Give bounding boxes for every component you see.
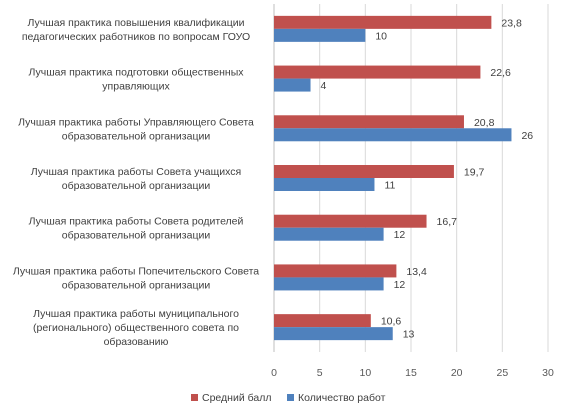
x-tick-label: 10 xyxy=(359,367,371,379)
x-axis-ticks: 0 5 10 15 20 25 30 xyxy=(271,367,554,379)
category-label: Лучшая практика работы Попечительского С… xyxy=(13,265,259,291)
data-label: 19,7 xyxy=(464,167,485,179)
legend-label: Средний балл xyxy=(202,392,271,404)
x-tick-label: 30 xyxy=(542,367,554,379)
bar-score xyxy=(274,314,371,328)
data-label: 20,8 xyxy=(474,117,495,129)
data-label: 10,6 xyxy=(381,316,402,328)
x-tick-label: 5 xyxy=(317,367,323,379)
category-label: Лучшая практика подготовки общественных у… xyxy=(28,67,244,93)
category-label: Лучшая практика работы Управляющего Сове… xyxy=(18,116,254,142)
data-label: 12 xyxy=(394,229,406,241)
data-label: 22,6 xyxy=(490,67,511,79)
bar-score xyxy=(274,15,492,29)
data-label: 13 xyxy=(403,329,415,341)
category-label: Лучшая практика работы Совета учащихся об… xyxy=(31,166,241,192)
bar-count xyxy=(274,327,393,341)
bar-count xyxy=(274,227,384,241)
legend-label: Количество работ xyxy=(298,392,386,404)
bar-score xyxy=(274,214,427,228)
bar-score xyxy=(274,65,481,79)
x-tick-label: 15 xyxy=(405,367,417,379)
bar-count xyxy=(274,178,375,191)
bar-score xyxy=(274,165,454,178)
data-label: 16,7 xyxy=(437,216,458,228)
bar-score xyxy=(274,264,397,278)
bar-count xyxy=(274,78,311,92)
legend: Средний балл Количество работ xyxy=(191,392,386,404)
data-label: 11 xyxy=(384,180,395,192)
category-label: Лучшая практика работы Совета родителей о… xyxy=(29,216,244,242)
data-label: 23,8 xyxy=(501,17,522,29)
bar-count xyxy=(274,28,366,42)
data-label: 4 xyxy=(321,80,327,92)
data-label: 13,4 xyxy=(406,266,427,278)
data-labels: 23,81022,6420,82619,71116,71213,41210,61… xyxy=(321,17,534,340)
legend-swatch xyxy=(191,394,198,401)
data-label: 10 xyxy=(375,30,387,42)
bar-score xyxy=(274,115,464,129)
bars xyxy=(274,15,512,341)
category-labels: Лучшая практика повышения квалификации пе… xyxy=(13,17,259,348)
category-label: Лучшая практика повышения квалификации пе… xyxy=(22,17,250,43)
x-tick-label: 0 xyxy=(271,367,277,379)
legend-swatch xyxy=(287,394,294,401)
x-tick-label: 25 xyxy=(496,367,508,379)
category-label: Лучшая практика работы муниципального (ре… xyxy=(33,308,239,348)
bar-count xyxy=(274,128,512,142)
bar-count xyxy=(274,277,384,291)
data-label: 12 xyxy=(394,279,406,291)
x-tick-label: 20 xyxy=(451,367,463,379)
data-label: 26 xyxy=(521,130,533,142)
